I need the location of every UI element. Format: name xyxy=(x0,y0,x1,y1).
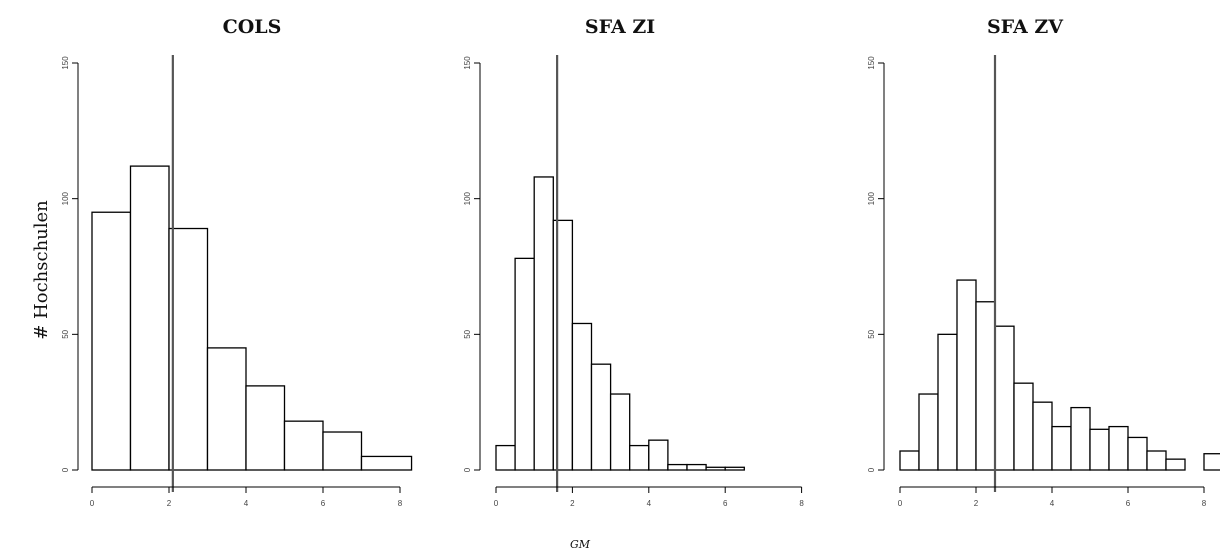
y-tick-label: 150 xyxy=(463,56,472,70)
x-tick-label: 4 xyxy=(647,499,652,508)
histogram-bar xyxy=(1108,425,1129,471)
histogram-bar xyxy=(245,385,286,471)
histogram-bar xyxy=(91,211,132,471)
y-tick-label: 50 xyxy=(867,329,876,338)
histogram-bar xyxy=(322,431,363,471)
x-tick-label: 2 xyxy=(167,499,172,508)
y-tick-label: 50 xyxy=(463,329,472,338)
histogram-bar xyxy=(1089,428,1110,471)
y-tick-label: 0 xyxy=(463,467,472,472)
histogram-bar xyxy=(590,363,612,471)
histogram-bar xyxy=(686,463,707,471)
y-tick-label: 150 xyxy=(61,56,70,70)
histogram-bar xyxy=(360,455,413,471)
x-tick-label: 2 xyxy=(570,499,575,508)
histogram-bar xyxy=(129,165,170,471)
y-tick-label: 50 xyxy=(61,329,70,338)
histogram-panel: COLS 0 50 100 150 0 2 4 6 8 xyxy=(61,16,413,508)
histogram-bar xyxy=(1203,453,1220,471)
x-tick-label: 6 xyxy=(723,499,728,508)
histogram-bar xyxy=(1070,406,1091,471)
histogram-bar xyxy=(1013,382,1034,471)
panel-title: SFA ZV xyxy=(987,16,1064,38)
histogram-bar xyxy=(956,279,977,471)
histogram-bar xyxy=(283,420,324,471)
y-axis-label: # Hochschulen xyxy=(31,200,52,340)
x-tick-label: 0 xyxy=(90,499,95,508)
histogram-bar xyxy=(629,444,650,471)
x-tick-label: 0 xyxy=(898,499,903,508)
y-tick-label: 150 xyxy=(867,56,876,70)
histogram-panel: SFA ZI 0 50 100 150 0 2 4 6 8 xyxy=(463,16,804,508)
x-tick-label: 4 xyxy=(1050,499,1055,508)
histogram-bar xyxy=(899,450,920,471)
histogram-bar xyxy=(1127,436,1148,471)
histogram-bar xyxy=(168,227,209,471)
y-tick-label: 0 xyxy=(61,467,70,472)
y-tick-label: 100 xyxy=(463,191,472,205)
x-tick-label: 6 xyxy=(321,499,326,508)
histogram-bar xyxy=(514,257,535,471)
histogram-bar xyxy=(495,444,516,471)
histogram-bar xyxy=(724,466,745,471)
histogram-bar xyxy=(1032,401,1053,471)
y-tick-label: 100 xyxy=(867,191,876,205)
x-tick-label: 0 xyxy=(494,499,499,508)
histogram-bar xyxy=(648,439,669,471)
x-tick-label: 8 xyxy=(799,499,804,508)
histogram-bar xyxy=(937,333,958,471)
histogram-bar xyxy=(533,176,554,471)
histogram-bar xyxy=(571,322,593,471)
histogram-bar xyxy=(975,301,996,471)
histogram-bar xyxy=(918,393,939,471)
histogram-bar xyxy=(206,347,247,471)
histogram-bar xyxy=(667,463,688,471)
x-axis-label: GM xyxy=(570,538,591,551)
panel-title: SFA ZI xyxy=(585,16,655,38)
histogram-bar xyxy=(994,325,1015,471)
x-tick-label: 6 xyxy=(1126,499,1131,508)
x-tick-label: 8 xyxy=(398,499,403,508)
histogram-bar xyxy=(609,393,631,471)
histogram-panel: SFA ZV 0 50 100 150 0 2 4 6 8 xyxy=(867,16,1220,508)
histogram-bar xyxy=(705,466,726,471)
x-tick-label: 4 xyxy=(244,499,249,508)
y-tick-label: 0 xyxy=(867,467,876,472)
histogram-bar xyxy=(1165,458,1186,471)
histogram-bar xyxy=(1051,425,1072,471)
panel-title: COLS xyxy=(223,16,282,38)
y-tick-label: 100 xyxy=(61,191,70,205)
histogram-bar xyxy=(1146,450,1167,471)
x-tick-label: 8 xyxy=(1202,499,1207,508)
x-tick-label: 2 xyxy=(974,499,979,508)
